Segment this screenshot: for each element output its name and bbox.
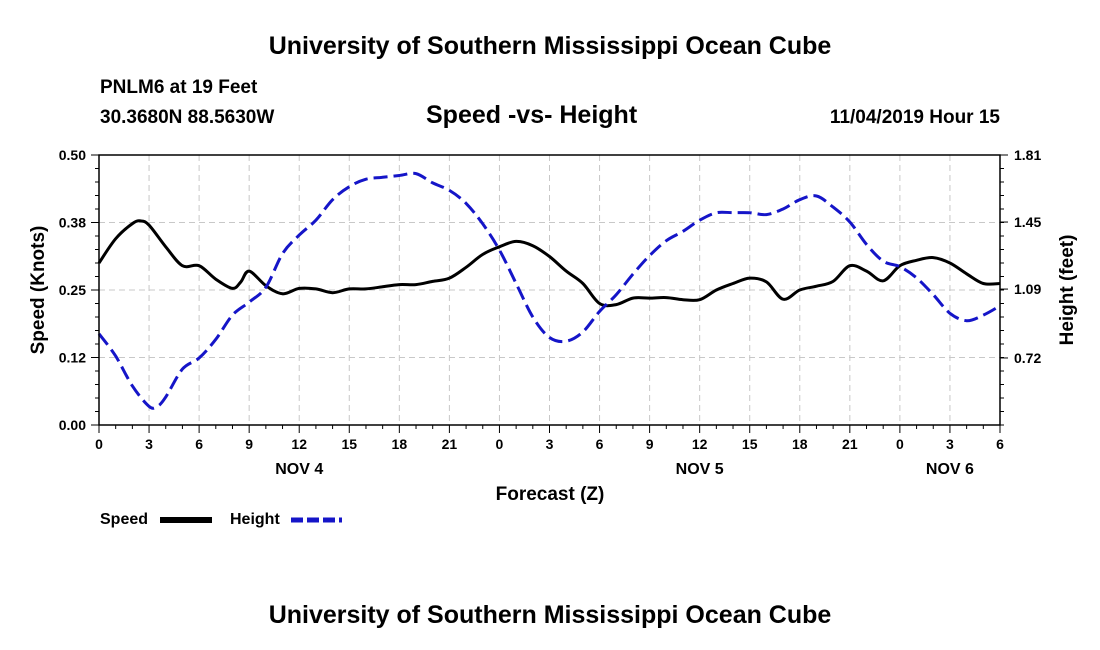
x-tick-label: 0	[95, 436, 103, 452]
x-tick-label: 3	[946, 436, 954, 452]
x-tick-label: 3	[145, 436, 153, 452]
x-tick-label: 18	[792, 436, 808, 452]
legend-height-text: Height	[230, 511, 280, 528]
page-title: University of Southern Mississippi Ocean…	[268, 32, 832, 60]
x-tick-label: 6	[996, 436, 1004, 452]
chart-title: Speed -vs- Height	[426, 101, 638, 129]
x-tick-label: 0	[896, 436, 904, 452]
height-series-line	[97, 171, 1001, 410]
x-tick-label: 12	[692, 436, 708, 452]
legend: Speed Height	[100, 511, 342, 528]
grid	[99, 155, 1000, 425]
station-coordinates: 30.3680N 88.5630W	[100, 107, 275, 128]
y-right-tick-label: 1.09	[1014, 281, 1041, 297]
speed-height-chart: 0 3 6 9 12 15 18 21 0 3 6 9 12 15 18 21 0 3 6 0.00 0.12 0.25 0…	[28, 147, 1078, 505]
y-left-tick-label: 0.12	[59, 350, 86, 366]
y-axis-label-right: Height (feet)	[1057, 235, 1078, 346]
speed-series-line	[97, 219, 1001, 308]
day-label: NOV 5	[676, 461, 724, 478]
x-axis-label: Forecast (Z)	[496, 484, 605, 505]
y-right-tick-label: 0.72	[1014, 350, 1041, 366]
x-tick-label: 6	[596, 436, 604, 452]
y-left-tick-label: 0.50	[59, 147, 86, 163]
legend-speed-text: Speed	[100, 511, 148, 528]
x-tick-label: 9	[245, 436, 253, 452]
x-tick-label: 0	[496, 436, 504, 452]
forecast-datetime: 11/04/2019 Hour 15	[829, 107, 1000, 128]
station-label: PNLM6 at 19 Feet	[100, 77, 258, 98]
day-label: NOV 6	[926, 461, 974, 478]
x-tick-label: 18	[392, 436, 408, 452]
series-layer	[97, 171, 1001, 410]
x-tick-label: 15	[341, 436, 357, 452]
x-tick-label: 21	[442, 436, 458, 452]
x-tick-label: 6	[195, 436, 203, 452]
y-left-tick-label: 0.38	[59, 215, 86, 231]
y-right-tick-label: 1.45	[1014, 214, 1041, 230]
footer-title: University of Southern Mississippi Ocean…	[268, 601, 832, 629]
y-left-tick-label: 0.25	[59, 282, 86, 298]
y-right-tick-label: 1.81	[1014, 147, 1041, 163]
x-tick-label: 12	[291, 436, 307, 452]
x-tick-label: 9	[646, 436, 654, 452]
x-tick-label: 21	[842, 436, 858, 452]
tick-label-layer: 0 3 6 9 12 15 18 21 0 3 6 9 12 15 18 21 0 3 6 0.00 0.12 0.25 0…	[59, 147, 1042, 478]
y-axis-label-left: Speed (Knots)	[28, 226, 49, 355]
x-tick-label: 15	[742, 436, 758, 452]
x-tick-label: 3	[546, 436, 554, 452]
y-left-tick-label: 0.00	[59, 417, 86, 433]
tick-layer	[91, 154, 1008, 433]
day-label: NOV 4	[275, 461, 323, 478]
